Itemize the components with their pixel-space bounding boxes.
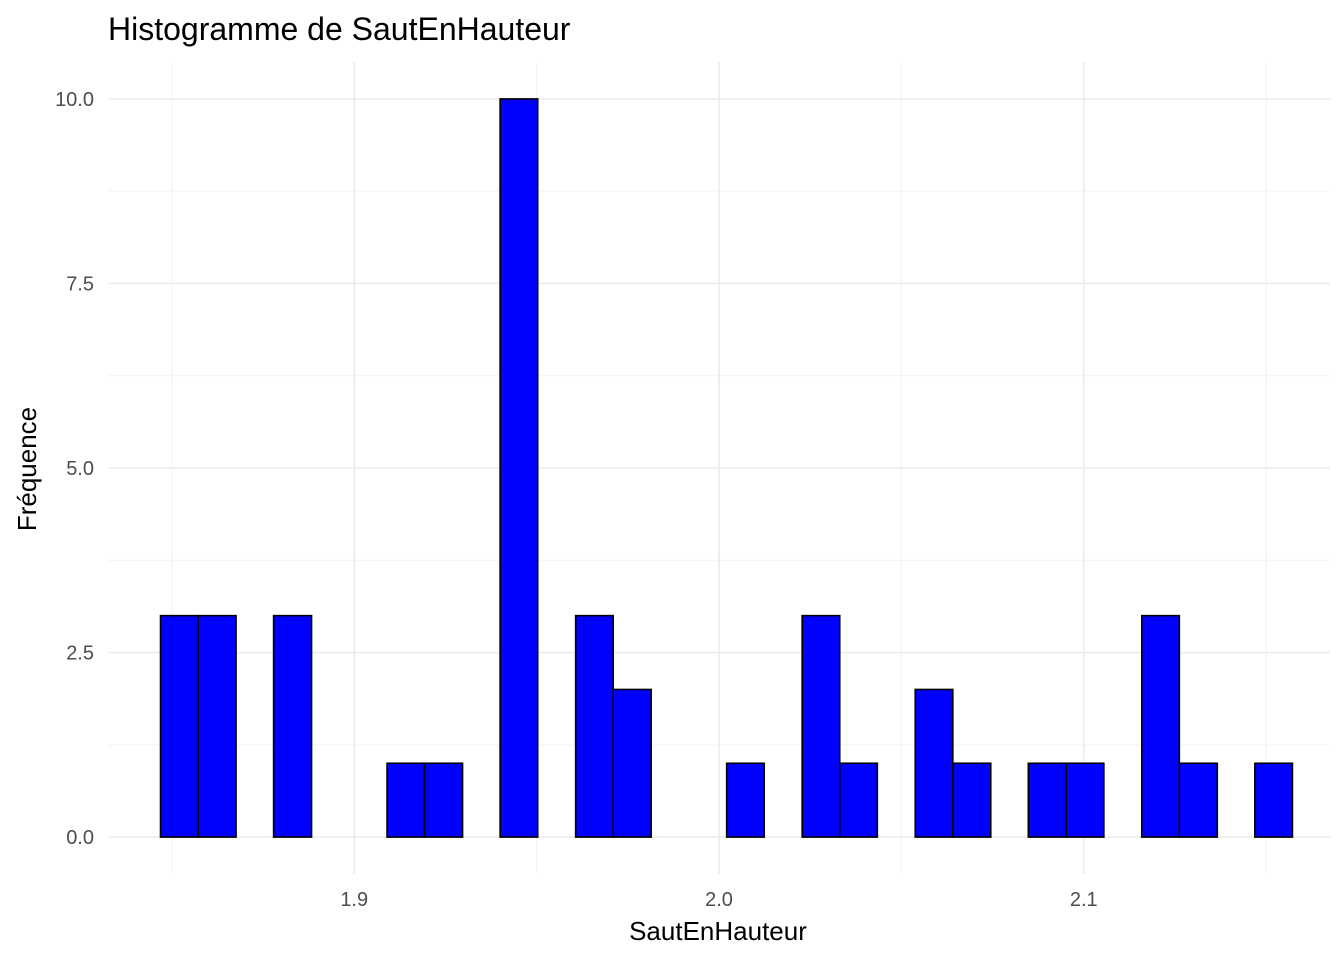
histogram-bar xyxy=(952,762,992,838)
x-axis-title: SautEnHauteur xyxy=(629,916,807,946)
chart-title: Histogramme de SautEnHauteur xyxy=(108,11,571,47)
histogram-bar xyxy=(386,762,426,838)
x-tick-label: 2.0 xyxy=(705,889,733,911)
y-tick-label: 7.5 xyxy=(66,273,94,295)
y-axis-ticks: 0.0 2.5 5.0 7.5 10.0 xyxy=(55,89,94,849)
x-axis-ticks: 1.9 2.0 2.1 xyxy=(340,889,1097,911)
y-tick-label: 2.5 xyxy=(66,643,94,665)
histogram-bar xyxy=(1065,762,1105,838)
histogram-bar xyxy=(1254,762,1294,838)
y-tick-label: 10.0 xyxy=(55,89,94,111)
histogram-bar xyxy=(499,98,539,838)
x-tick-label: 2.1 xyxy=(1070,889,1098,911)
y-tick-label: 5.0 xyxy=(66,458,94,480)
y-axis-title: Fréquence xyxy=(12,407,42,531)
histogram-bar xyxy=(159,614,199,838)
histogram-bar xyxy=(838,762,879,838)
histogram-bar xyxy=(1140,614,1181,838)
histogram-bar xyxy=(272,614,313,838)
x-tick-label: 1.9 xyxy=(340,889,368,911)
histogram-bar xyxy=(725,762,766,838)
histogram-bar xyxy=(801,614,841,838)
histogram-bar xyxy=(914,688,954,838)
histogram-bar xyxy=(574,614,615,838)
y-tick-label: 0.0 xyxy=(66,827,94,849)
histogram-bars xyxy=(159,98,1294,838)
histogram-bar xyxy=(423,762,464,838)
histogram-bar xyxy=(1178,762,1219,838)
histogram-bar xyxy=(1027,762,1068,838)
histogram-bar xyxy=(612,688,652,838)
histogram-bar xyxy=(197,614,237,838)
